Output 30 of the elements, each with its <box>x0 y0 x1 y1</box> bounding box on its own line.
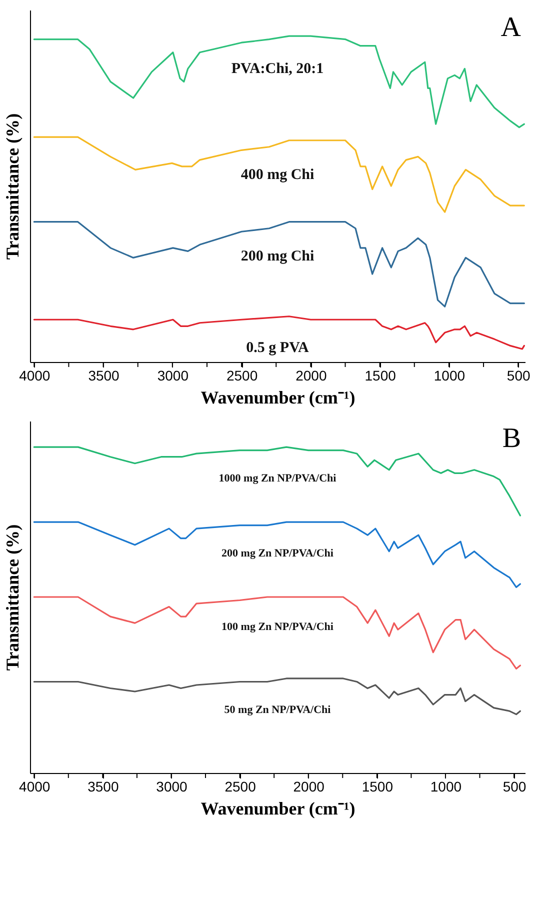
series-label: 50 mg Zn NP/PVA/Chi <box>224 704 331 716</box>
x-tick-label: 1000 <box>434 368 466 384</box>
x-axis-title: Wavenumber (cm⁻¹) <box>200 388 356 408</box>
chart-title: B <box>502 423 521 454</box>
series-label: PVA:Chi, 20:1 <box>231 60 324 77</box>
y-axis-title: Transmittance (%) <box>2 113 22 260</box>
series-label: 1000 mg Zn NP/PVA/Chi <box>218 472 336 485</box>
x-tick-label: 500 <box>506 368 530 384</box>
x-axis-title: Wavenumber (cm⁻¹) <box>200 798 356 818</box>
x-tick-label: 3000 <box>157 368 189 384</box>
x-tick-label: 500 <box>502 778 526 794</box>
x-tick-label: 2500 <box>224 778 256 794</box>
series-label: 400 mg Chi <box>240 167 314 184</box>
x-tick-label: 1000 <box>430 778 462 794</box>
x-tick-label: 3000 <box>156 778 188 794</box>
series-label: 200 mg Zn NP/PVA/Chi <box>222 547 334 560</box>
y-axis-title: Transmittance (%) <box>2 524 22 671</box>
x-tick-label: 2500 <box>226 368 258 384</box>
chart-title: A <box>500 12 522 43</box>
x-tick-label: 3500 <box>88 368 120 384</box>
x-tick-label: 1500 <box>364 368 396 384</box>
series-label: 100 mg Zn NP/PVA/Chi <box>222 620 334 633</box>
x-tick-label: 2000 <box>293 778 325 794</box>
x-tick-label: 3500 <box>88 778 119 794</box>
series-label: 0.5 g PVA <box>246 340 309 356</box>
x-tick-label: 4000 <box>19 368 50 384</box>
series-label: 200 mg Chi <box>240 248 314 265</box>
x-tick-label: 4000 <box>19 778 50 794</box>
x-tick-label: 1500 <box>362 778 394 794</box>
x-tick-label: 2000 <box>296 368 327 384</box>
